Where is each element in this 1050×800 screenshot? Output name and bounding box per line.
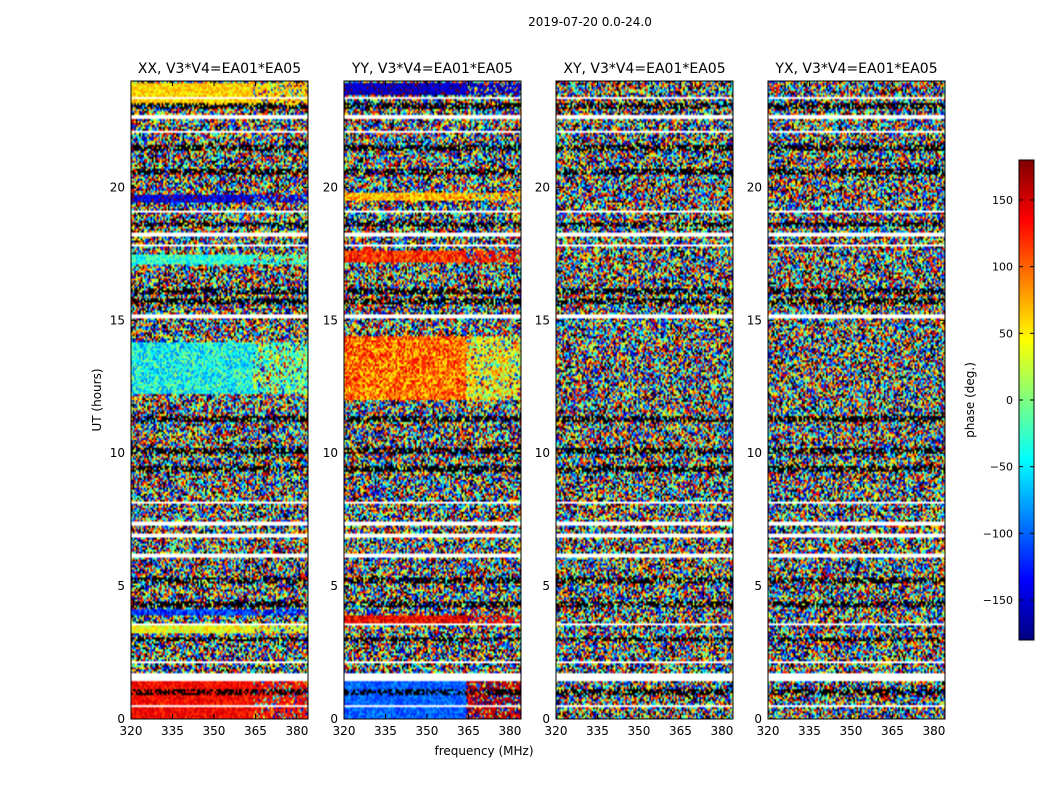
x-tick-label: 335 — [374, 724, 397, 738]
panel-2: XY, V3*V4=EA01*EA05 320 335 350 365 380 0 5 10 15… — [535, 61, 734, 738]
x-axis-label: frequency (MHz) — [434, 744, 533, 758]
x-tick-label: 380 — [285, 724, 308, 738]
x-tick-label: 365 — [669, 724, 692, 738]
y-tick-label: 0 — [117, 712, 125, 726]
y-tick-label: 15 — [535, 313, 550, 327]
x-tick-label: 320 — [545, 724, 568, 738]
y-tick-label: 5 — [117, 579, 125, 593]
colorbar-tick-label: −50 — [990, 461, 1013, 474]
x-tick-label: 320 — [757, 724, 780, 738]
x-tick-label: 335 — [798, 724, 821, 738]
x-tick-label: 380 — [710, 724, 733, 738]
x-tick-label: 380 — [922, 724, 945, 738]
colorbar-tick-label: 50 — [999, 327, 1013, 340]
y-tick-label: 5 — [754, 579, 762, 593]
colorbar-tick-label: 0 — [1006, 394, 1013, 407]
colorbar-gradient — [1019, 160, 1034, 640]
y-tick-label: 15 — [110, 313, 125, 327]
y-tick-label: 15 — [323, 313, 338, 327]
x-tick-label: 365 — [457, 724, 480, 738]
colorbar-tick-label: 100 — [992, 261, 1013, 274]
colorbar-label: phase (deg.) — [963, 362, 977, 438]
panel-title-2: XY, V3*V4=EA01*EA05 — [563, 61, 725, 77]
y-tick-label: 10 — [747, 446, 762, 460]
panel-3: YX, V3*V4=EA01*EA05 320 335 350 365 380 0 5 10 15… — [747, 61, 946, 738]
y-tick-label: 5 — [542, 579, 550, 593]
panel-heatmap-0 — [131, 81, 308, 719]
x-tick-label: 380 — [498, 724, 521, 738]
panel-heatmap-1 — [344, 81, 521, 719]
y-tick-label: 20 — [535, 180, 550, 194]
x-tick-label: 335 — [586, 724, 609, 738]
x-tick-label: 350 — [203, 724, 226, 738]
panel-0: XX, V3*V4=EA01*EA05 320 335 350 365 380 0 5 10 15… — [110, 61, 309, 738]
y-tick-label: 15 — [747, 313, 762, 327]
x-tick-label: 365 — [244, 724, 267, 738]
panel-title-1: YY, V3*V4=EA01*EA05 — [351, 61, 513, 77]
y-tick-label: 10 — [110, 446, 125, 460]
x-tick-label: 320 — [333, 724, 356, 738]
y-tick-label: 20 — [323, 180, 338, 194]
x-tick-label: 350 — [628, 724, 651, 738]
panel-frame-3 — [767, 80, 946, 720]
panel-heatmap-3 — [768, 81, 945, 719]
y-tick-label: 0 — [754, 712, 762, 726]
panel-1: YY, V3*V4=EA01*EA05 320 335 350 365 380 0 5 10 15… — [323, 61, 522, 738]
panels: XX, V3*V4=EA01*EA05 320 335 350 365 380 0 5 10 15… — [110, 61, 946, 738]
y-tick-label: 0 — [330, 712, 338, 726]
panel-frame-0 — [130, 80, 309, 720]
y-tick-label: 0 — [542, 712, 550, 726]
panel-frame-2 — [555, 80, 734, 720]
colorbar-tick-label: −150 — [983, 594, 1013, 607]
colorbar-tick-label: 150 — [992, 194, 1013, 207]
panel-title-0: XX, V3*V4=EA01*EA05 — [138, 61, 301, 77]
y-tick-label: 20 — [110, 180, 125, 194]
y-tick-label: 10 — [535, 446, 550, 460]
x-tick-label: 335 — [161, 724, 184, 738]
y-tick-label: 5 — [330, 579, 338, 593]
x-tick-label: 365 — [881, 724, 904, 738]
x-tick-label: 320 — [120, 724, 143, 738]
panel-heatmap-2 — [556, 81, 733, 719]
chart-suptitle: 2019-07-20 0.0-24.0 — [528, 15, 652, 29]
x-tick-label: 350 — [840, 724, 863, 738]
colorbar-tick-label: −100 — [983, 527, 1013, 540]
y-tick-label: 20 — [747, 180, 762, 194]
panel-title-3: YX, V3*V4=EA01*EA05 — [774, 61, 937, 77]
x-tick-label: 350 — [416, 724, 439, 738]
y-axis-label: UT (hours) — [90, 368, 104, 431]
panel-frame-1 — [343, 80, 522, 720]
y-tick-label: 10 — [323, 446, 338, 460]
colorbar: 150 100 50 0 −50 −100 −150 — [983, 159, 1035, 641]
